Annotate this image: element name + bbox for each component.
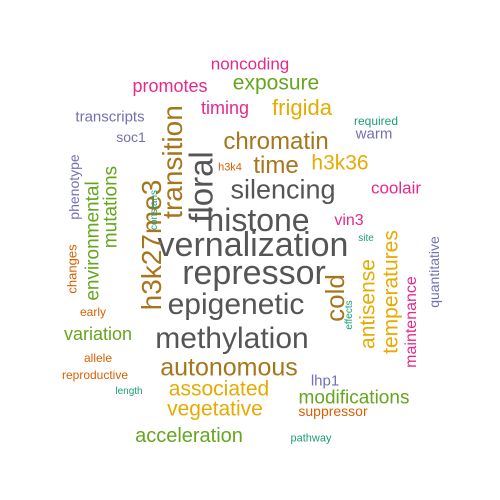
word-warm: warm [355,125,393,143]
word-transition: transition [157,105,188,219]
word-constans: constans [149,189,160,231]
word-vernalization: vernalization [157,226,349,264]
word-suppressor: suppressor [298,403,368,419]
word-mutations: mutations [100,165,122,249]
word-length: length [115,386,143,397]
word-pathway: pathway [290,432,332,445]
word-effects: effects [344,300,355,330]
word-reproductive: reproductive [61,368,129,382]
word-autonomous: autonomous [160,353,298,382]
word-required: required [353,114,399,128]
word-acceleration: acceleration [135,425,243,447]
word-transcripts: transcripts [75,108,145,126]
word-changes: changes [64,244,80,294]
word-exposure: exposure [232,71,320,95]
word-lhp1: lhp1 [310,372,340,390]
word-histone: histone [206,202,310,238]
word-vegetative: vegetative [167,397,263,421]
word-timing: timing [200,98,250,118]
word-maintenance: maintenance [403,276,420,368]
word-antisense: antisense [356,259,380,349]
word-coolair: coolair [370,178,422,198]
word-repressor: repressor [182,254,326,292]
word-silencing: silencing [230,174,336,205]
word-variation: variation [63,324,133,344]
word-methylation: methylation [155,322,309,355]
word-early: early [79,305,107,319]
word-soc1: soc1 [116,129,146,145]
word-promotes: promotes [132,76,208,96]
word-environmental: environmental [82,181,104,301]
word-noncoding: noncoding [210,54,290,74]
word-associated: associated [168,377,270,401]
word-quantitative: quantitative [426,236,442,308]
word-phenotype: phenotype [66,154,82,220]
word-h3k4: h3k4 [218,161,242,174]
word-time: time [253,152,299,179]
word-allele: allele [83,351,113,365]
word-site: site [358,233,374,244]
word-floral: floral [182,151,220,223]
word-vin3: vin3 [334,212,364,229]
word-epigenetic: epigenetic [167,288,305,321]
word-chromatin: chromatin [223,128,329,155]
word-modifications: modifications [298,387,410,409]
word-h3k36: h3k36 [311,151,369,175]
word-temperatures: temperatures [379,230,403,354]
word-frigida: frigida [272,95,332,120]
